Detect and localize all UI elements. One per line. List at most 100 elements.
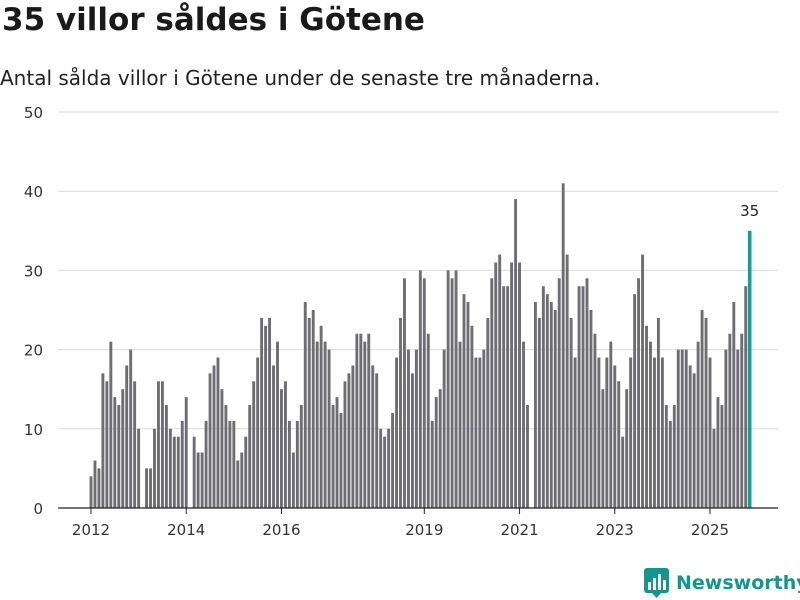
bar [367, 333, 371, 508]
bar [708, 357, 712, 508]
bar [410, 373, 414, 508]
bar [533, 302, 537, 508]
bar [676, 349, 680, 508]
bar [418, 270, 422, 508]
bar [744, 286, 748, 508]
bar [145, 468, 148, 508]
bar [307, 317, 311, 508]
bar [228, 420, 232, 508]
bar-highlight [747, 230, 752, 509]
bar [303, 302, 307, 508]
bar [450, 278, 454, 508]
bar [315, 341, 319, 508]
bar [232, 420, 236, 508]
bar [331, 405, 335, 508]
y-tick-label: 0 [33, 500, 43, 518]
bar [133, 381, 137, 508]
bar [236, 460, 240, 508]
bar [125, 365, 129, 508]
bar [204, 420, 208, 508]
bar [208, 373, 212, 508]
bar [466, 302, 470, 508]
bar [696, 341, 700, 508]
bar [212, 365, 216, 508]
y-tick-label: 10 [24, 421, 43, 439]
bar [280, 389, 283, 508]
bar [454, 270, 458, 508]
bar-series [89, 183, 752, 509]
bar [164, 405, 168, 508]
bar [494, 262, 498, 508]
bar [93, 460, 97, 508]
bar [617, 381, 621, 508]
bar [577, 286, 581, 508]
bar [680, 349, 684, 508]
highlight-data-label: 35 [740, 202, 759, 220]
y-tick-label: 30 [24, 262, 43, 280]
bar [414, 349, 418, 508]
bar [656, 317, 660, 508]
newsworthy-logo: Newsworthy [644, 568, 800, 598]
bar [137, 428, 141, 508]
bar [629, 357, 633, 508]
bar [113, 397, 117, 508]
bar [541, 286, 545, 508]
bar [355, 333, 359, 508]
bar [323, 341, 327, 508]
bar [728, 333, 732, 508]
x-tick-label: 2021 [500, 521, 538, 539]
bar [327, 349, 331, 508]
bar [561, 183, 565, 508]
bar [660, 357, 664, 508]
bar [395, 357, 398, 508]
bar [684, 349, 688, 508]
bar [597, 357, 601, 508]
bar [720, 405, 724, 508]
chart-title: 35 villor såldes i Götene [2, 2, 425, 38]
bar [244, 436, 248, 508]
bar [486, 317, 490, 508]
y-tick-label: 40 [24, 183, 43, 201]
bar [545, 294, 549, 508]
bar [311, 310, 315, 508]
bar [470, 325, 474, 508]
bar [740, 333, 744, 508]
bar [712, 428, 716, 508]
bar [434, 397, 438, 508]
bar [537, 317, 541, 508]
bar [176, 436, 180, 508]
bar [371, 365, 375, 508]
bar [601, 389, 605, 508]
bar [260, 317, 264, 508]
x-tick-label: 2014 [167, 521, 205, 539]
bar [196, 452, 200, 508]
bar [216, 357, 220, 508]
bar [240, 452, 244, 508]
bar [200, 452, 204, 508]
bar [645, 325, 648, 508]
x-tick-label: 2025 [691, 521, 729, 539]
bar [668, 420, 672, 508]
bar [506, 286, 510, 508]
bar [184, 397, 188, 508]
bar [732, 302, 736, 508]
bar [180, 420, 184, 508]
bar [724, 349, 728, 508]
bar [438, 389, 442, 508]
bar [633, 294, 637, 508]
bar [153, 428, 156, 508]
bar [335, 397, 339, 508]
x-tick-label: 2016 [262, 521, 300, 539]
gridlines [58, 111, 778, 430]
y-tick-label: 20 [24, 342, 43, 360]
bar [359, 333, 363, 508]
bar [581, 286, 585, 508]
bar [526, 405, 529, 508]
bar [276, 341, 279, 508]
bar [272, 365, 275, 508]
bar [649, 341, 652, 508]
bar [700, 310, 704, 508]
bar [117, 405, 121, 508]
bar [609, 341, 613, 508]
bar [478, 357, 482, 508]
